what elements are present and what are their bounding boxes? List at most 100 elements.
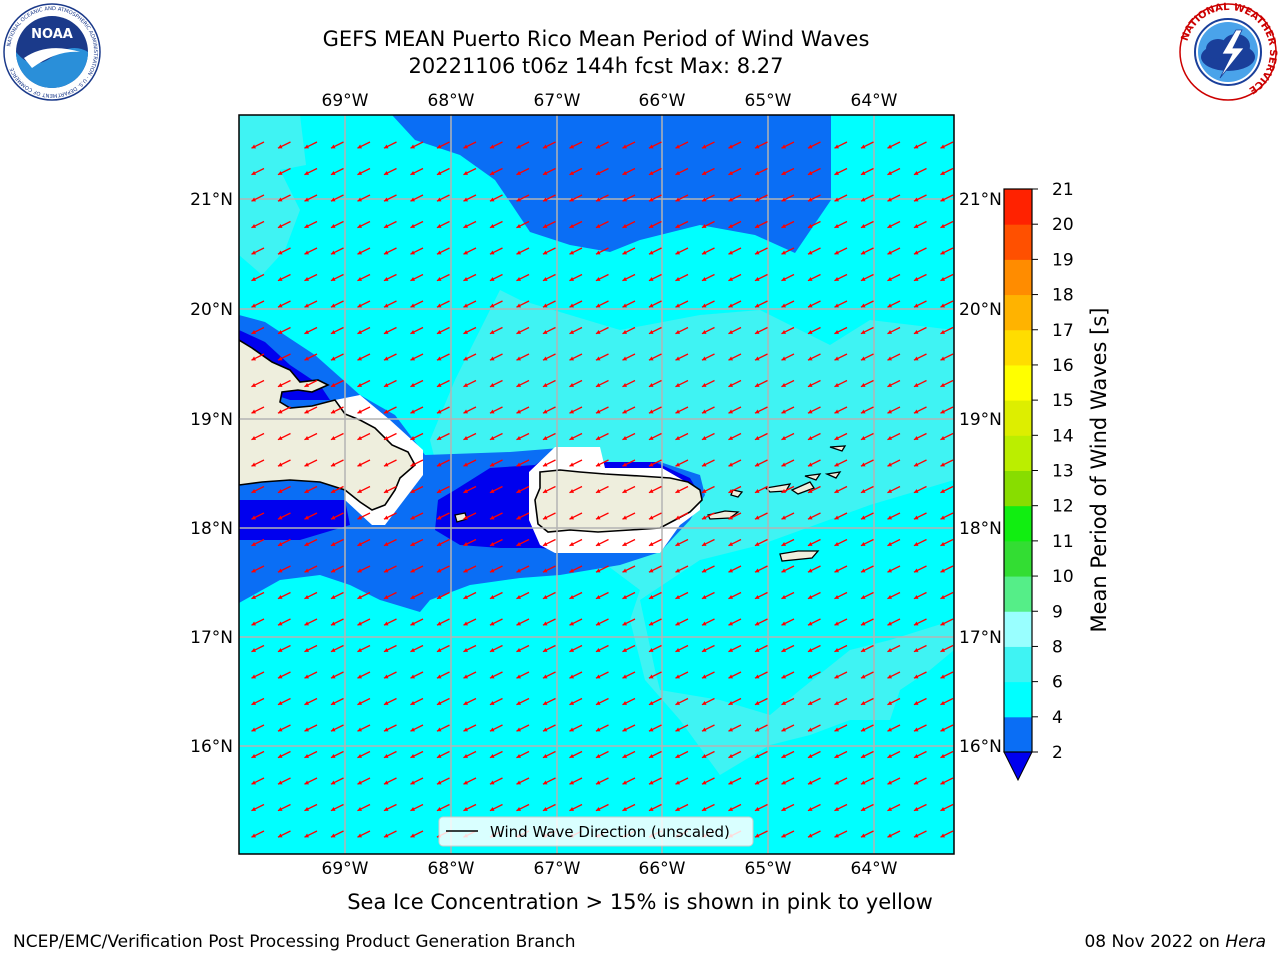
wave-direction-arrow [781, 247, 795, 255]
wave-direction-arrow [251, 697, 265, 706]
wave-direction-arrow [913, 459, 927, 467]
wave-direction-arrow [383, 538, 397, 547]
wave-direction-arrow [887, 671, 901, 679]
colorbar-segments [1003, 188, 1033, 782]
wave-direction-arrow [410, 777, 424, 785]
wave-direction-arrow [410, 591, 424, 600]
wave-direction-arrow [489, 538, 503, 547]
wave-direction-arrow [277, 194, 291, 202]
wave-direction-arrow [277, 618, 291, 626]
wave-direction-arrow [516, 750, 530, 759]
wave-direction-arrow [251, 803, 265, 812]
wave-direction-arrow [330, 167, 344, 176]
wave-direction-arrow [754, 406, 768, 414]
wave-direction-arrow [728, 750, 742, 759]
wave-direction-arrow [701, 406, 715, 414]
wave-direction-arrow [701, 750, 715, 759]
wave-direction-arrow [569, 326, 583, 335]
wave-direction-arrow [622, 697, 636, 706]
wave-direction-arrow [277, 485, 291, 494]
lon-label-bottom: 64°W [851, 859, 898, 879]
wave-direction-arrow [887, 220, 901, 229]
wave-direction-arrow [807, 618, 821, 626]
wave-direction-arrow [463, 697, 477, 706]
wave-direction-arrow [648, 141, 662, 149]
wave-direction-arrow [251, 432, 265, 441]
wave-direction-arrow [728, 167, 742, 176]
chart-subtitle: 20221106 t06z 144h fcst Max: 8.27 [408, 54, 784, 78]
wave-direction-arrow [807, 777, 821, 785]
wave-direction-arrow [357, 247, 371, 255]
wave-direction-arrow [357, 777, 371, 785]
wave-direction-arrow [516, 724, 530, 732]
wave-direction-arrow [595, 379, 609, 388]
wave-direction-arrow [675, 485, 689, 494]
wave-direction-arrow [675, 273, 689, 282]
wave-direction-arrow [516, 512, 530, 520]
wave-direction-arrow [622, 194, 636, 202]
wave-direction-arrow [675, 141, 689, 149]
wave-direction-arrow [595, 644, 609, 653]
wave-direction-arrow [913, 220, 927, 229]
wave-direction-arrow [542, 379, 556, 388]
wave-direction-arrow [781, 273, 795, 282]
wave-direction-arrow [489, 167, 503, 176]
latitude-labels: 21°N 20°N 19°N 18°N 17°N 16°N 21°N 20°N … [190, 190, 1002, 757]
wave-direction-arrow [860, 750, 874, 759]
wave-direction-arrow [701, 167, 715, 176]
wave-direction-arrow [940, 194, 954, 202]
wave-direction-arrow [913, 565, 927, 573]
wave-direction-arrow [489, 379, 503, 388]
wave-direction-arrow [860, 459, 874, 467]
wave-direction-arrow [357, 167, 371, 176]
wave-direction-arrow [304, 485, 318, 494]
wave-direction-arrow [489, 697, 503, 706]
wave-direction-arrow [648, 750, 662, 759]
wave-direction-arrow [595, 485, 609, 494]
wave-direction-arrow [357, 459, 371, 467]
wave-direction-arrow [304, 300, 318, 308]
wave-direction-arrow [887, 750, 901, 759]
wave-direction-arrow [463, 618, 477, 626]
wave-direction-arrow [887, 379, 901, 388]
wave-direction-arrow [330, 379, 344, 388]
wave-direction-arrow [569, 724, 583, 732]
wave-direction-arrow [516, 432, 530, 441]
wave-direction-arrow [754, 591, 768, 600]
wave-direction-arrow [648, 644, 662, 653]
wave-direction-arrow [834, 459, 848, 467]
wave-direction-arrow [754, 194, 768, 202]
wave-direction-arrow [754, 459, 768, 467]
wave-direction-arrow [436, 538, 450, 547]
wave-direction-arrow [648, 485, 662, 494]
wave-direction-arrow [781, 512, 795, 520]
wave-direction-arrow [383, 194, 397, 202]
wave-direction-arrow [383, 167, 397, 176]
wave-direction-arrow [436, 697, 450, 706]
wave-direction-arrow [410, 379, 424, 388]
wave-direction-arrow [701, 565, 715, 573]
wave-direction-arrow [251, 538, 265, 547]
wave-direction-arrow [728, 141, 742, 149]
wave-direction-arrow [940, 300, 954, 308]
colorbar-extension [1003, 751, 1033, 782]
colorbar-tick-label: 9 [1052, 602, 1063, 622]
wave-direction-arrow [807, 194, 821, 202]
wave-direction-arrow [410, 697, 424, 706]
wave-direction-arrow [357, 830, 371, 838]
wave-direction-arrow [516, 379, 530, 388]
wave-direction-arrow [622, 618, 636, 626]
wave-direction-arrow [781, 750, 795, 759]
wave-direction-arrow [304, 750, 318, 759]
wave-direction-arrow [807, 671, 821, 679]
wave-direction-arrow [781, 141, 795, 149]
wave-direction-arrow [754, 379, 768, 388]
wave-direction-arrow [463, 247, 477, 255]
wave-direction-arrow [622, 432, 636, 441]
wave-direction-arrow [675, 220, 689, 229]
wave-direction-arrow [277, 379, 291, 388]
wave-direction-arrow [410, 141, 424, 149]
wave-direction-arrow [251, 141, 265, 149]
wave-direction-arrow [701, 671, 715, 679]
wave-direction-arrow [357, 220, 371, 229]
